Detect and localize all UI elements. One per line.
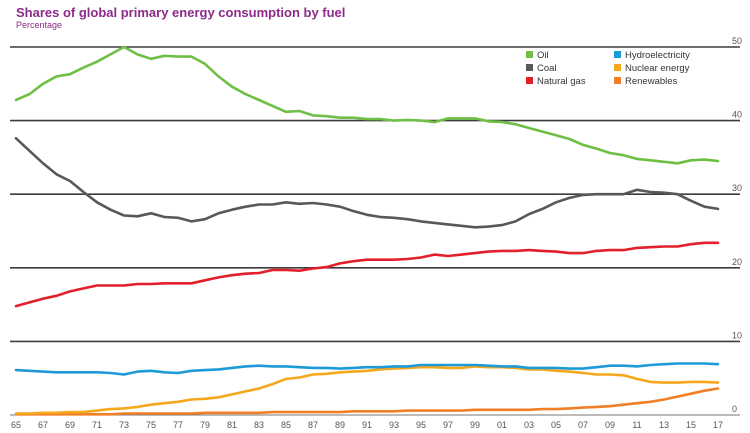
x-tick-label: 81: [227, 420, 237, 430]
x-tick-label: 17: [713, 420, 723, 430]
legend-label-hydroelectricity: Hydroelectricity: [625, 50, 690, 61]
legend-swatch-hydroelectricity: [614, 51, 621, 58]
x-tick-label: 71: [92, 420, 102, 430]
x-tick-label: 07: [578, 420, 588, 430]
y-tick-label: 50: [732, 36, 742, 46]
y-axis-ticks: 0 10 20 30 40 50: [732, 36, 742, 414]
x-tick-label: 79: [200, 420, 210, 430]
x-tick-label: 85: [281, 420, 291, 430]
x-tick-label: 95: [416, 420, 426, 430]
x-tick-label: 83: [254, 420, 264, 430]
chart-title: Shares of global primary energy consumpt…: [16, 5, 346, 20]
y-tick-label: 0: [732, 404, 737, 414]
y-tick-label: 30: [732, 183, 742, 193]
legend: Oil Coal Natural gas Hydroelectricity Nuclea…: [526, 50, 690, 87]
series-line-nuclear-energy: [14, 365, 720, 415]
x-tick-label: 73: [119, 420, 129, 430]
legend-label-nuclear-energy: Nuclear energy: [625, 63, 690, 74]
x-tick-label: 67: [38, 420, 48, 430]
series-lines: [14, 45, 720, 416]
x-tick-label: 69: [65, 420, 75, 430]
x-tick-label: 13: [659, 420, 669, 430]
legend-swatch-natural-gas: [526, 77, 533, 84]
x-tick-label: 65: [11, 420, 21, 430]
x-tick-label: 05: [551, 420, 561, 430]
x-tick-label: 11: [632, 420, 641, 430]
x-tick-label: 99: [470, 420, 480, 430]
x-tick-label: 93: [389, 420, 399, 430]
chart-subtitle: Percentage: [16, 20, 63, 30]
x-tick-label: 87: [308, 420, 318, 430]
x-tick-label: 77: [173, 420, 183, 430]
y-tick-label: 10: [732, 330, 742, 340]
x-tick-label: 01: [497, 420, 507, 430]
legend-swatch-renewables: [614, 77, 621, 84]
y-tick-label: 40: [732, 110, 742, 120]
y-tick-label: 20: [732, 257, 742, 267]
series-line-renewables: [14, 387, 720, 416]
series-line-oil: [14, 45, 720, 165]
x-tick-label: 89: [335, 420, 345, 430]
series-line-natural-gas: [14, 241, 720, 308]
legend-label-coal: Coal: [537, 63, 557, 74]
x-tick-label: 75: [146, 420, 156, 430]
legend-label-renewables: Renewables: [625, 76, 678, 87]
x-tick-label: 91: [362, 420, 372, 430]
x-tick-label: 15: [686, 420, 696, 430]
x-tick-label: 09: [605, 420, 615, 430]
gridlines: [10, 46, 740, 416]
x-axis-ticks: 65 67 69 71 73 75 77 79 81 83 85 87 89 91 93 95 97 99 01 03…: [11, 420, 723, 430]
x-tick-label: 97: [443, 420, 453, 430]
legend-swatch-nuclear-energy: [614, 64, 621, 71]
legend-label-oil: Oil: [537, 50, 549, 61]
legend-label-natural-gas: Natural gas: [537, 76, 586, 87]
legend-swatch-coal: [526, 64, 533, 71]
series-line-hydroelectricity: [14, 362, 720, 376]
legend-swatch-oil: [526, 51, 533, 58]
series-line-coal: [14, 137, 720, 229]
x-tick-label: 03: [524, 420, 534, 430]
